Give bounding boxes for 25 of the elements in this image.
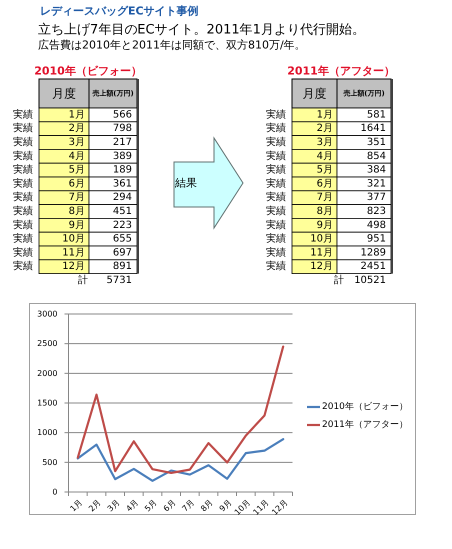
x-tick-label: 4月 <box>124 498 140 514</box>
chart-subtitle: 立ち上げ7年目のECサイト。2011年1月より代行開始。 <box>38 22 365 38</box>
x-tick-label: 9月 <box>218 498 234 514</box>
y-tick-label: 2500 <box>37 339 58 348</box>
y-tick-label: 3000 <box>37 310 58 318</box>
legend-label: 2011年（アフター） <box>322 419 408 430</box>
x-tick-label: 3月 <box>106 498 122 514</box>
y-tick-label: 1500 <box>37 398 58 408</box>
x-tick-label: 5月 <box>143 498 159 514</box>
x-tick-label: 1月 <box>68 498 84 514</box>
legend-label: 2010年（ビフォー） <box>322 401 408 412</box>
text: 広告費は2010年と2011年は同額で、双方810万/年。 <box>38 38 306 52</box>
y-tick-label: 2000 <box>37 368 58 378</box>
y-tick-label: 500 <box>42 458 58 467</box>
chart-title: レディースバッグECサイト事例 <box>40 4 199 18</box>
text: 結果 <box>174 176 197 190</box>
x-tick-label: 7月 <box>180 498 196 514</box>
x-tick-label: 11月 <box>251 498 271 518</box>
y-tick-label: 0 <box>52 488 58 496</box>
y-tick-label: 1000 <box>37 428 58 438</box>
x-tick-label: 2月 <box>87 498 103 514</box>
x-tick-label: 10月 <box>232 498 252 518</box>
x-tick-label: 6月 <box>162 498 178 514</box>
x-tick-label: 8月 <box>199 498 215 514</box>
x-tick-label: 12月 <box>270 498 290 518</box>
